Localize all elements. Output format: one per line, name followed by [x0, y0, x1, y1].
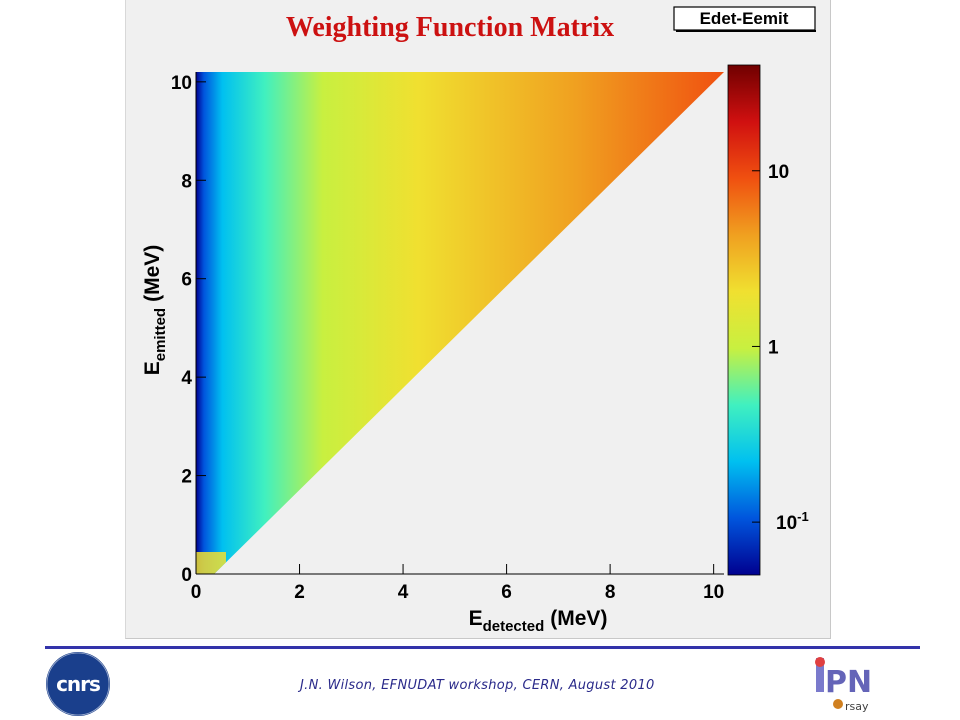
x-tick-label: 10: [703, 582, 724, 603]
x-tick-label: 2: [294, 582, 305, 603]
axes: [195, 72, 724, 575]
x-axis-label-unit: (MeV): [550, 607, 607, 630]
x-axis-label-main: E: [469, 607, 483, 630]
y-axis-label-unit: (MeV): [141, 245, 164, 302]
svg-text:cnrs: cnrs: [56, 672, 100, 696]
color-scale-ticks: 10-1 1 10: [752, 162, 809, 534]
heatmap-region: [196, 72, 724, 574]
x-tick-label: 6: [501, 582, 512, 603]
y-tick-label: 0: [181, 565, 192, 586]
svg-text:PN: PN: [825, 665, 872, 700]
y-tick-label: 2: [181, 467, 192, 488]
color-scale-bar: [727, 64, 761, 576]
x-axis-label-sub: detected: [483, 618, 545, 635]
y-tick-label: 8: [181, 171, 192, 192]
x-tick-label: 8: [605, 582, 616, 603]
x-tick-label: 4: [398, 582, 409, 603]
ipn-orsay-logo: PN rsay: [815, 657, 872, 713]
x-axis-label: Edetected (MeV): [469, 607, 608, 635]
plot-canvas: Weighting Function Matrix Edet-Eemit 0 2 4…: [125, 0, 831, 639]
y-axis-label: Eemitted (MeV): [141, 245, 169, 376]
y-tick-label: 10: [171, 73, 192, 94]
y-axis-label-main: E: [141, 361, 164, 375]
y-tick-label: 6: [181, 270, 192, 291]
cnrs-logo: cnrs: [46, 652, 110, 716]
x-ticks: 0 2 4 6 8 10: [191, 564, 724, 603]
histogram-name-box: Edet-Eemit: [673, 6, 816, 32]
colorbar-tick-label: 10-1: [776, 509, 809, 534]
y-ticks: 0 2 4 6 8 10: [171, 73, 206, 586]
footer-citation: J.N. Wilson, EFNUDAT workshop, CERN, Aug…: [300, 678, 655, 693]
svg-text:rsay: rsay: [845, 700, 869, 713]
footer-divider: [45, 646, 920, 649]
chart-svg: Weighting Function Matrix Edet-Eemit 0 2 4…: [141, 6, 816, 635]
colorbar-tick-label: 10: [768, 162, 789, 183]
y-tick-label: 4: [181, 368, 192, 389]
x-tick-label: 0: [191, 582, 202, 603]
histogram-name: Edet-Eemit: [700, 9, 789, 28]
y-axis-label-sub: emitted: [152, 308, 169, 361]
colorbar-tick-label: 1: [768, 337, 779, 358]
chart-title: Weighting Function Matrix: [286, 12, 614, 43]
